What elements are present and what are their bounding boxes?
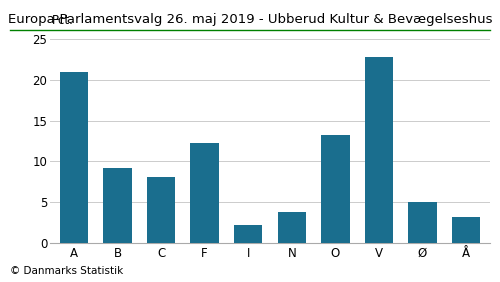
Text: © Danmarks Statistik: © Danmarks Statistik [10, 266, 123, 276]
Bar [321, 135, 350, 243]
Bar [365, 57, 393, 243]
Bar [452, 217, 480, 243]
Bar [278, 212, 306, 243]
Bar [60, 72, 88, 243]
Bar [190, 143, 219, 243]
Bar [234, 226, 262, 243]
Text: Europa-Parlamentsvalg 26. maj 2019 - Ubberud Kultur & Bevægelseshus: Europa-Parlamentsvalg 26. maj 2019 - Ubb… [8, 13, 492, 26]
Bar [147, 177, 175, 243]
Bar [408, 202, 436, 243]
Text: Pct.: Pct. [52, 14, 74, 27]
Bar [104, 168, 132, 243]
